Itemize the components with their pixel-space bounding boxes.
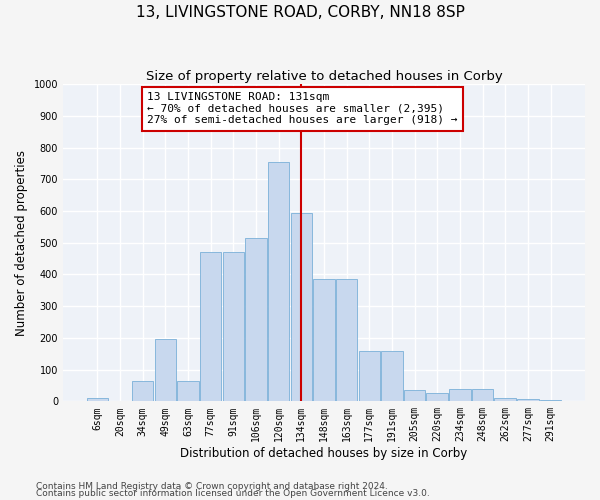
Bar: [404, 390, 425, 402]
Text: 13 LIVINGSTONE ROAD: 131sqm
← 70% of detached houses are smaller (2,395)
27% of : 13 LIVINGSTONE ROAD: 131sqm ← 70% of det…: [147, 92, 458, 126]
Bar: [517, 399, 539, 402]
Bar: [359, 351, 380, 402]
Bar: [132, 380, 154, 402]
Title: Size of property relative to detached houses in Corby: Size of property relative to detached ho…: [146, 70, 502, 83]
Bar: [155, 340, 176, 402]
Text: Contains public sector information licensed under the Open Government Licence v3: Contains public sector information licen…: [36, 489, 430, 498]
Bar: [245, 238, 267, 402]
Y-axis label: Number of detached properties: Number of detached properties: [15, 150, 28, 336]
X-axis label: Distribution of detached houses by size in Corby: Distribution of detached houses by size …: [181, 447, 467, 460]
Bar: [381, 351, 403, 402]
Bar: [427, 394, 448, 402]
Bar: [494, 398, 516, 402]
Bar: [336, 279, 358, 402]
Bar: [268, 162, 289, 402]
Bar: [449, 388, 470, 402]
Text: 13, LIVINGSTONE ROAD, CORBY, NN18 8SP: 13, LIVINGSTONE ROAD, CORBY, NN18 8SP: [136, 5, 464, 20]
Bar: [313, 279, 335, 402]
Bar: [177, 380, 199, 402]
Bar: [290, 212, 312, 402]
Bar: [223, 252, 244, 402]
Text: Contains HM Land Registry data © Crown copyright and database right 2024.: Contains HM Land Registry data © Crown c…: [36, 482, 388, 491]
Bar: [472, 388, 493, 402]
Bar: [200, 252, 221, 402]
Bar: [540, 400, 561, 402]
Bar: [86, 398, 108, 402]
